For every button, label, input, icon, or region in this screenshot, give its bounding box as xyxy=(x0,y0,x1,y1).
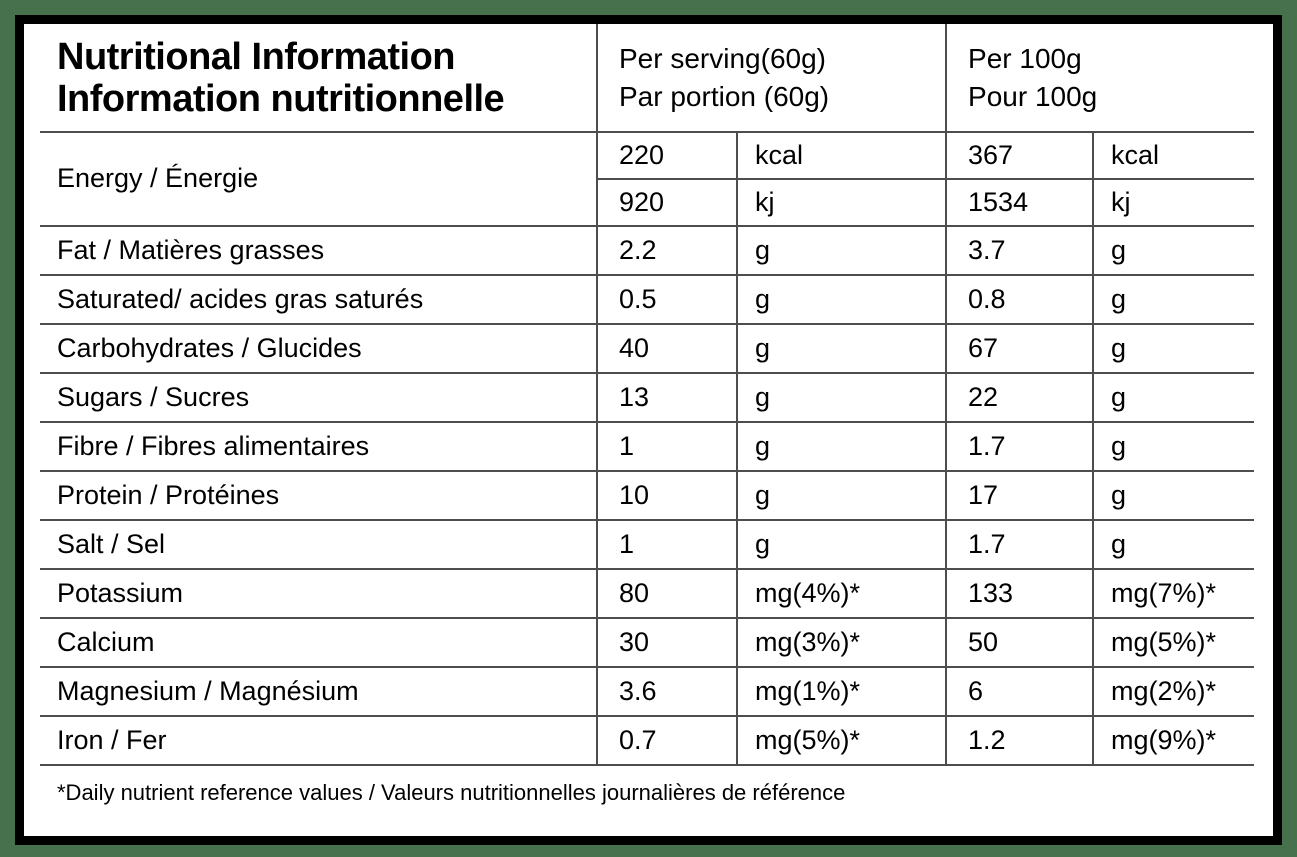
energy-kj-serving-unit: kj xyxy=(735,179,947,227)
label-title-en: Nutritional Information xyxy=(57,35,456,78)
calcium-100g-value: 50 xyxy=(945,618,1094,668)
potassium-serving-value: 80 xyxy=(596,569,737,619)
calcium-serving-unit: mg(3%)* xyxy=(735,618,947,668)
row-energy-kcal: Energy / Énergie 220 kcal 367 kcal xyxy=(40,132,1255,227)
energy-kcal-100g-unit: kcal xyxy=(1092,132,1255,180)
fibre-serving-unit: g xyxy=(735,422,947,472)
salt-100g-value: 1.7 xyxy=(945,520,1094,570)
potassium-serving-unit: mg(4%)* xyxy=(735,569,947,619)
iron-name: Iron / Fer xyxy=(40,716,597,766)
salt-serving-value: 1 xyxy=(596,520,737,570)
fat-name: Fat / Matières grasses xyxy=(40,226,597,276)
protein-serving-unit: g xyxy=(735,471,947,521)
label-title-fr: Information nutritionnelle xyxy=(57,77,505,120)
fibre-100g-value: 1.7 xyxy=(945,422,1094,472)
saturated-100g-unit: g xyxy=(1092,275,1255,325)
sugars-100g-unit: g xyxy=(1092,373,1255,423)
magnesium-serving-unit: mg(1%)* xyxy=(735,667,947,717)
nutrition-label-card: Nutritional Information Information nutr… xyxy=(15,15,1282,845)
potassium-100g-unit: mg(7%)* xyxy=(1092,569,1255,619)
row-potassium: Potassium 80 mg(4%)* 133 mg(7%)* xyxy=(40,569,1255,619)
carbohydrates-100g-unit: g xyxy=(1092,324,1255,374)
nutrition-table: Nutritional Information Information nutr… xyxy=(40,24,1255,766)
row-salt: Salt / Sel 1 g 1.7 g xyxy=(40,520,1255,570)
sugars-serving-value: 13 xyxy=(596,373,737,423)
carbohydrates-name: Carbohydrates / Glucides xyxy=(40,324,597,374)
iron-serving-value: 0.7 xyxy=(596,716,737,766)
per-serving-label-en: Per serving(60g) xyxy=(619,42,826,74)
row-protein: Protein / Protéines 10 g 17 g xyxy=(40,471,1255,521)
sugars-100g-value: 22 xyxy=(945,373,1094,423)
row-iron: Iron / Fer 0.7 mg(5%)* 1.2 mg(9%)* xyxy=(40,716,1255,766)
magnesium-serving-value: 3.6 xyxy=(596,667,737,717)
per-100g-label-fr: Pour 100g xyxy=(968,80,1098,112)
carbohydrates-serving-value: 40 xyxy=(596,324,737,374)
energy-name: Energy / Énergie xyxy=(40,132,597,227)
saturated-serving-value: 0.5 xyxy=(596,275,737,325)
per-serving-label-fr: Par portion (60g) xyxy=(619,80,830,112)
fibre-name: Fibre / Fibres alimentaires xyxy=(40,422,597,472)
carbohydrates-serving-unit: g xyxy=(735,324,947,374)
fat-100g-value: 3.7 xyxy=(945,226,1094,276)
per-100g-label-en: Per 100g xyxy=(968,42,1082,74)
row-sugars: Sugars / Sucres 13 g 22 g xyxy=(40,373,1255,423)
energy-kcal-serving-unit: kcal xyxy=(735,132,947,180)
label-title: Nutritional Information Information nutr… xyxy=(40,24,597,133)
column-header-per-100g: Per 100g Pour 100g xyxy=(945,24,1255,133)
daily-reference-footnote: *Daily nutrient reference values / Valeu… xyxy=(57,780,846,805)
energy-kj-100g-unit: kj xyxy=(1092,179,1255,227)
sugars-serving-unit: g xyxy=(735,373,947,423)
calcium-100g-unit: mg(5%)* xyxy=(1092,618,1255,668)
row-carbohydrates: Carbohydrates / Glucides 40 g 67 g xyxy=(40,324,1255,374)
calcium-serving-value: 30 xyxy=(596,618,737,668)
table-header-row: Nutritional Information Information nutr… xyxy=(40,24,1255,133)
iron-serving-unit: mg(5%)* xyxy=(735,716,947,766)
magnesium-100g-unit: mg(2%)* xyxy=(1092,667,1255,717)
energy-kj-serving-value: 920 xyxy=(596,179,737,227)
row-fat: Fat / Matières grasses 2.2 g 3.7 g xyxy=(40,226,1255,276)
fibre-serving-value: 1 xyxy=(596,422,737,472)
potassium-name: Potassium xyxy=(40,569,597,619)
fat-serving-value: 2.2 xyxy=(596,226,737,276)
saturated-serving-unit: g xyxy=(735,275,947,325)
salt-name: Salt / Sel xyxy=(40,520,597,570)
iron-100g-value: 1.2 xyxy=(945,716,1094,766)
saturated-name: Saturated/ acides gras saturés xyxy=(40,275,597,325)
protein-serving-value: 10 xyxy=(596,471,737,521)
energy-kcal-serving-value: 220 xyxy=(596,132,737,180)
energy-kj-100g-value: 1534 xyxy=(945,179,1094,227)
row-magnesium: Magnesium / Magnésium 3.6 mg(1%)* 6 mg(2… xyxy=(40,667,1255,717)
column-header-per-serving: Per serving(60g) Par portion (60g) xyxy=(595,24,947,133)
energy-kcal-100g-value: 367 xyxy=(945,132,1094,180)
calcium-name: Calcium xyxy=(40,618,597,668)
magnesium-100g-value: 6 xyxy=(945,667,1094,717)
fat-100g-unit: g xyxy=(1092,226,1255,276)
protein-100g-value: 17 xyxy=(945,471,1094,521)
carbohydrates-100g-value: 67 xyxy=(945,324,1094,374)
row-calcium: Calcium 30 mg(3%)* 50 mg(5%)* xyxy=(40,618,1255,668)
iron-100g-unit: mg(9%)* xyxy=(1092,716,1255,766)
protein-100g-unit: g xyxy=(1092,471,1255,521)
potassium-100g-value: 133 xyxy=(945,569,1094,619)
fibre-100g-unit: g xyxy=(1092,422,1255,472)
fat-serving-unit: g xyxy=(735,226,947,276)
row-saturated: Saturated/ acides gras saturés 0.5 g 0.8… xyxy=(40,275,1255,325)
protein-name: Protein / Protéines xyxy=(40,471,597,521)
salt-serving-unit: g xyxy=(735,520,947,570)
sugars-name: Sugars / Sucres xyxy=(40,373,597,423)
salt-100g-unit: g xyxy=(1092,520,1255,570)
magnesium-name: Magnesium / Magnésium xyxy=(40,667,597,717)
row-fibre: Fibre / Fibres alimentaires 1 g 1.7 g xyxy=(40,422,1255,472)
saturated-100g-value: 0.8 xyxy=(945,275,1094,325)
row-energy-kj: 920 kj 1534 kj xyxy=(40,179,1255,227)
